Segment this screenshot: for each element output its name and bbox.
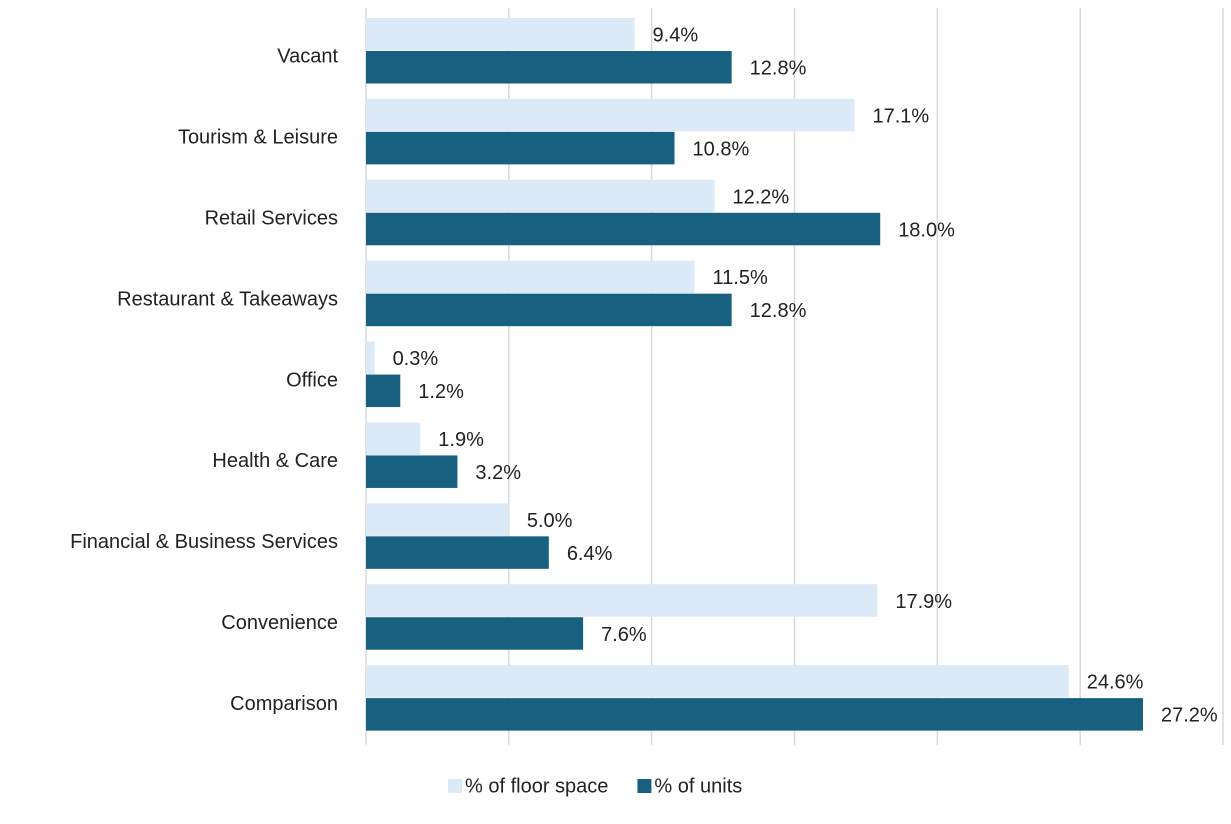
data-label: 24.6% (1087, 672, 1144, 694)
bar (366, 260, 695, 294)
bar (366, 341, 375, 375)
data-label: 17.1% (872, 105, 929, 127)
y-tick-label: Restaurant & Takeaways (117, 288, 338, 310)
y-tick-label: Comparison (230, 693, 338, 715)
data-label: 0.3% (393, 348, 439, 370)
y-tick-label: Retail Services (205, 208, 338, 230)
bar (366, 293, 732, 327)
legend-swatch (448, 779, 462, 793)
data-label: 3.2% (475, 462, 521, 484)
bar (366, 374, 401, 408)
data-label: 1.9% (438, 429, 484, 451)
data-label: 12.8% (750, 300, 807, 322)
data-label: 12.8% (750, 58, 807, 80)
bar (366, 179, 715, 213)
bar (366, 18, 635, 51)
y-tick-label: Office (286, 369, 338, 391)
bar (366, 665, 1069, 698)
data-label: 6.4% (567, 543, 613, 565)
bar (366, 503, 509, 536)
y-tick-label: Vacant (277, 46, 338, 68)
bar (366, 51, 732, 84)
data-label: 27.2% (1161, 705, 1218, 727)
data-label: 11.5% (713, 267, 768, 289)
y-tick-label: Health & Care (212, 450, 338, 472)
y-tick-label: Financial & Business Services (70, 531, 338, 553)
bar (366, 617, 584, 650)
legend-label: % of units (654, 775, 742, 797)
legend-label: % of floor space (465, 775, 608, 797)
bar (366, 536, 549, 569)
data-label: 1.2% (418, 381, 464, 403)
data-label: 17.9% (895, 591, 952, 613)
legend-swatch (637, 779, 652, 793)
data-label: 10.8% (693, 138, 750, 160)
bar (366, 422, 421, 455)
data-label: 9.4% (653, 25, 699, 47)
bar (366, 131, 675, 165)
data-label: 7.6% (601, 624, 647, 646)
y-tick-label: Convenience (221, 612, 338, 634)
data-label: 18.0% (898, 219, 955, 241)
bar (366, 698, 1144, 731)
bar (366, 212, 881, 246)
data-label: 12.2% (733, 186, 790, 208)
y-tick-label: Tourism & Leisure (178, 127, 338, 149)
bar (366, 455, 458, 488)
data-label: 5.0% (527, 510, 573, 532)
bar (366, 584, 878, 617)
bar (366, 98, 855, 132)
